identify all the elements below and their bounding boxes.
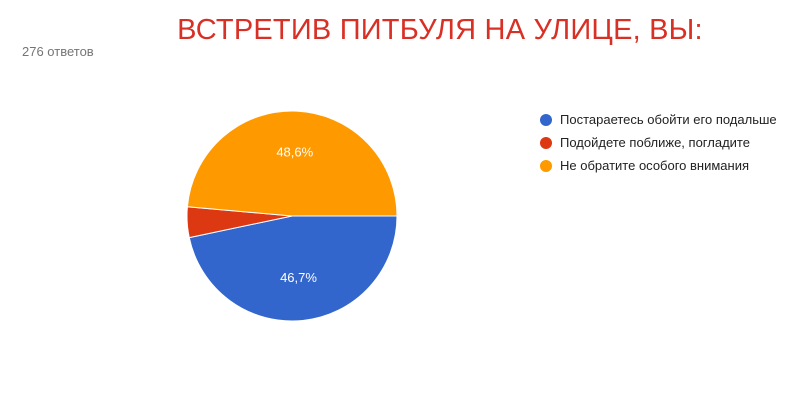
pie-slice-0[interactable] xyxy=(188,215,398,322)
pie-slices xyxy=(186,110,398,322)
chart-title: ВСТРЕТИВ ПИТБУЛЯ НА УЛИЦЕ, ВЫ: xyxy=(177,14,703,46)
legend-swatch-2 xyxy=(540,159,552,172)
legend-label-1: Подойдете поближе, погладите xyxy=(560,135,750,150)
pie-slice-label-0: 46,7% xyxy=(280,270,317,285)
legend-label-2: Не обратите особого внимания xyxy=(560,158,750,173)
response-count: 276 ответов xyxy=(22,44,94,59)
legend-swatch-1 xyxy=(540,136,552,149)
pie-slice-label-2: 48,6% xyxy=(276,144,313,159)
legend-swatch-0 xyxy=(540,113,552,126)
pie-labels: 46,7% 48,6% xyxy=(276,144,317,285)
legend-label-0: Постараетесь обойти его подальше xyxy=(560,112,777,127)
pie-slice-2[interactable] xyxy=(186,110,398,217)
chart-legend: Постараетесь обойти его подальше Подойдет… xyxy=(540,108,777,177)
legend-item-1[interactable]: Подойдете поближе, погладите xyxy=(540,131,777,154)
legend-item-2[interactable]: Не обратите особого внимания xyxy=(540,154,777,177)
legend-item-0[interactable]: Постараетесь обойти его подальше xyxy=(540,108,777,131)
